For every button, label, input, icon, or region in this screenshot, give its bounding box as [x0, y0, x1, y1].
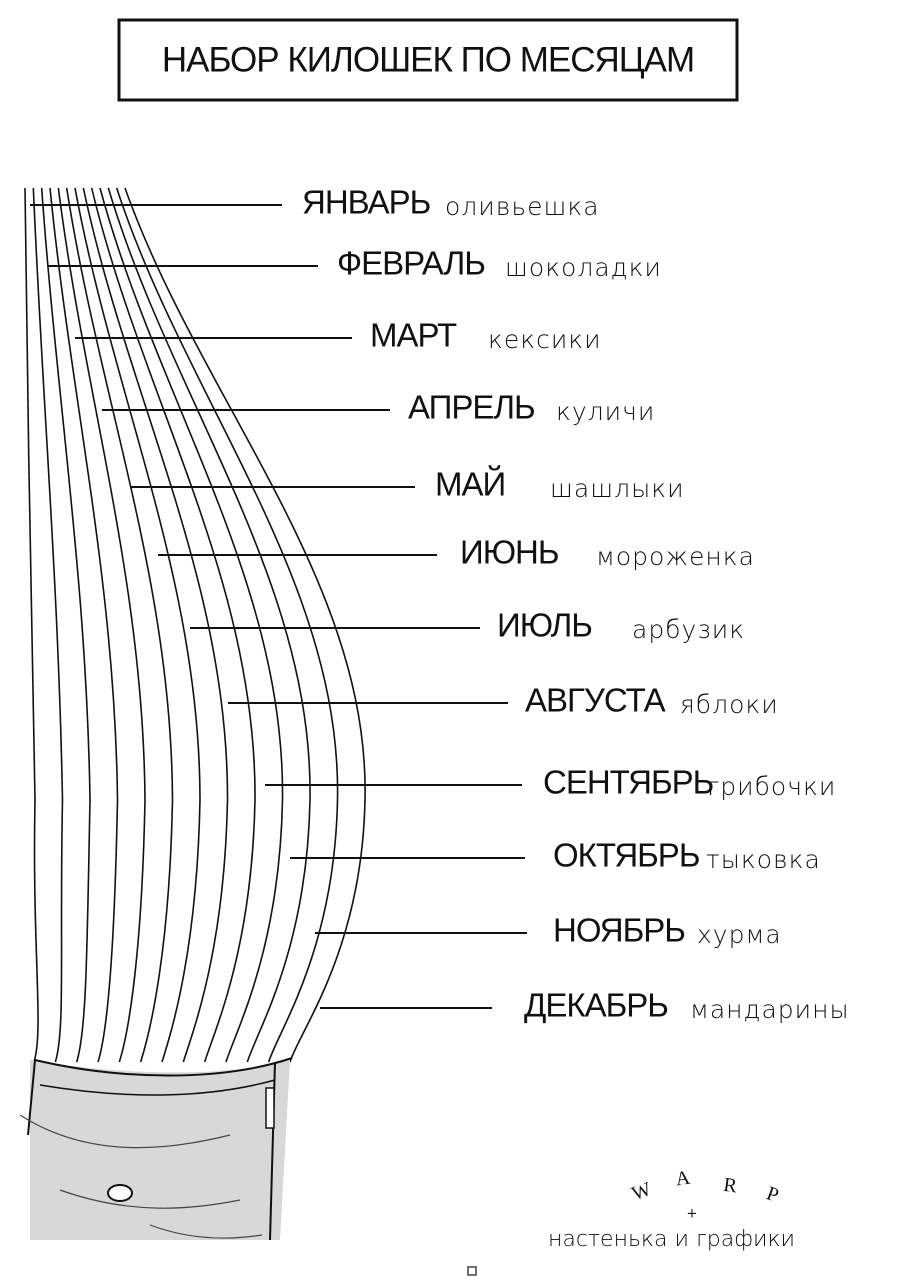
trousers-left [27, 1059, 36, 1136]
title-box [117, 18, 739, 102]
food: мороженка [596, 542, 755, 571]
month: АПРЕЛЬ [408, 389, 535, 426]
food: арбузик [632, 615, 745, 644]
month: ИЮЛЬ [497, 607, 592, 644]
stripe [74, 187, 201, 1063]
food: тыковка [706, 845, 821, 874]
month: МАЙ [435, 466, 505, 503]
food: оливьешка [445, 192, 600, 221]
food: мандарины [690, 995, 850, 1024]
stripe [82, 187, 229, 1063]
month: ОКТЯБРЬ [553, 837, 699, 874]
month: НОЯБРЬ [553, 912, 685, 949]
stripe [40, 187, 91, 1063]
food: хурма [697, 920, 782, 949]
trousers [19, 1057, 293, 1241]
waistband-lower [39, 1079, 276, 1096]
brand-letter: A [674, 1167, 692, 1191]
belt-loop [265, 1087, 275, 1129]
food: яблоки [680, 690, 779, 719]
stripe [32, 187, 64, 1063]
page-mark [467, 1266, 477, 1276]
stripe [24, 187, 39, 1063]
labels: ЯНВАРЬ оливьешка ФЕВРАЛЬ шоколадки МАРТ кекси… [30, 184, 850, 1024]
button [107, 1184, 133, 1202]
stripe [57, 187, 146, 1063]
month: ФЕВРАЛЬ [337, 245, 485, 282]
stripe [99, 187, 284, 1063]
trousers-fill [30, 1060, 290, 1240]
stripe [115, 187, 339, 1063]
stripe [124, 187, 366, 1063]
month: АВГУСТА [525, 682, 666, 719]
stripe [49, 187, 119, 1063]
belly-stripes [24, 187, 366, 1063]
food: шашлыки [550, 474, 685, 503]
credit: W A R P+настенька и графики [548, 1167, 795, 1252]
plus: + [687, 1207, 698, 1222]
food: куличи [556, 397, 655, 426]
stripe [65, 187, 174, 1063]
stripe [107, 187, 311, 1063]
folds [19, 1114, 263, 1239]
month: ЯНВАРЬ [302, 184, 430, 221]
food: грибочки [707, 772, 836, 801]
month: МАРТ [370, 317, 457, 354]
food: шоколадки [505, 253, 662, 282]
brand-letter: R [722, 1174, 739, 1198]
month: ДЕКАБРЬ [524, 987, 668, 1024]
food: кексики [488, 325, 602, 354]
title: НАБОР КИЛОШЕК ПО МЕСЯЦАМ [162, 40, 694, 79]
author: настенька и графики [548, 1227, 795, 1252]
month: СЕНТЯБРЬ [543, 764, 713, 801]
month: ИЮНЬ [460, 534, 559, 571]
stripe [90, 187, 256, 1063]
waistband [34, 1057, 293, 1077]
